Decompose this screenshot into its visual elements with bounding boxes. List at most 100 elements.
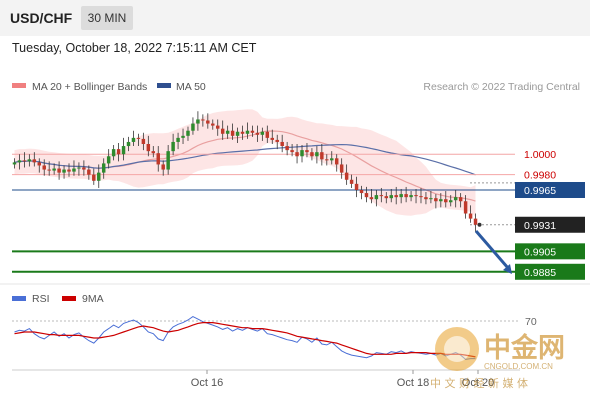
candle [330, 151, 334, 165]
candle [141, 132, 146, 151]
candle [12, 158, 17, 169]
candle [116, 142, 121, 162]
candle [473, 213, 478, 232]
candle [151, 146, 156, 158]
candle [265, 125, 270, 143]
candle [176, 132, 180, 150]
timeframe-button[interactable]: 30 MIN [81, 6, 133, 30]
rsi-70-label: 70 [525, 316, 537, 328]
level-label-3: 0.9931 [524, 220, 556, 232]
candle [344, 164, 349, 185]
candle [399, 188, 403, 204]
level-label-5: 0.9885 [524, 267, 556, 279]
ma50-legend-swatch [157, 83, 171, 88]
candle [215, 119, 220, 136]
candle [186, 126, 190, 141]
level-box-2 [515, 182, 585, 198]
candle [424, 192, 428, 205]
candle [349, 174, 354, 188]
candle [92, 168, 96, 185]
candle [146, 135, 151, 157]
candle [111, 145, 116, 161]
candle [121, 137, 126, 161]
ma20-legend-label: MA 20 + Bollinger Bands [32, 81, 147, 93]
level-label-4: 0.9905 [524, 246, 556, 258]
candle [364, 186, 369, 203]
level-label-0: 1.0000 [524, 149, 556, 161]
candle [453, 190, 458, 208]
watermark-brand: 中金网 [484, 332, 565, 364]
candle [225, 125, 230, 139]
candle [270, 129, 275, 144]
candle [181, 128, 185, 144]
candle [171, 133, 175, 156]
candle [275, 134, 279, 150]
level-box-3 [515, 216, 585, 233]
candle [260, 127, 265, 141]
candle [32, 152, 37, 167]
level-box-5 [515, 263, 585, 280]
candle [334, 154, 339, 172]
candle [22, 152, 27, 168]
candle [280, 134, 284, 153]
bollinger-band-area [14, 109, 476, 218]
candle [77, 162, 81, 176]
watermark-domain: CNGOLD.COM.CN [484, 362, 553, 371]
candle [245, 122, 250, 139]
candle [235, 127, 240, 143]
candle [369, 188, 374, 204]
rsi-legend-swatch [12, 296, 26, 301]
candle [384, 192, 389, 204]
candle [161, 160, 165, 176]
ma50-legend-label: MA 50 [176, 81, 206, 93]
candle [285, 141, 289, 156]
candle [82, 160, 86, 176]
ma20-legend-swatch [12, 83, 26, 88]
level-box-4 [515, 243, 585, 260]
rsi-ma-line [14, 322, 476, 358]
research-credit: Research © 2022 Trading Central [423, 81, 580, 93]
candle [439, 193, 443, 208]
candle [37, 158, 42, 173]
candle [201, 114, 205, 127]
candle [27, 154, 32, 167]
candle [463, 195, 468, 219]
level-label-2: 0.9965 [524, 185, 556, 197]
candle [42, 159, 46, 176]
x-tick-oct18: Oct 18 [397, 377, 429, 389]
candle [17, 154, 22, 170]
candle [434, 194, 438, 209]
ma9-legend-swatch [62, 296, 76, 301]
candle [211, 119, 215, 130]
candle [126, 136, 131, 152]
candle [295, 144, 299, 164]
candle [136, 133, 141, 147]
last-price-marker [477, 222, 482, 227]
candle [255, 125, 260, 142]
watermark-tagline: 中 文 财 经 新 媒 体 [430, 376, 528, 390]
candle [101, 158, 106, 179]
candle [315, 146, 319, 164]
x-tick-oct16: Oct 16 [191, 377, 223, 389]
price-legend: MA 20 + Bollinger Bands MA 50 [12, 81, 206, 93]
rsi-legend-label: RSI [32, 293, 50, 305]
level-label-1: 0.9980 [524, 170, 556, 182]
candle [67, 163, 71, 177]
candle [305, 142, 309, 158]
candle [300, 145, 304, 163]
candle [106, 149, 111, 169]
forecast-arrow [474, 230, 512, 274]
candle [444, 191, 448, 208]
candle [379, 187, 384, 203]
candle [458, 193, 463, 208]
candle [310, 148, 314, 161]
candle [196, 111, 200, 131]
candle [220, 120, 225, 140]
candle [429, 191, 433, 204]
candle [448, 195, 453, 207]
candle [97, 164, 101, 188]
candle [131, 130, 136, 147]
rsi-line [14, 316, 476, 360]
candle [52, 163, 56, 175]
